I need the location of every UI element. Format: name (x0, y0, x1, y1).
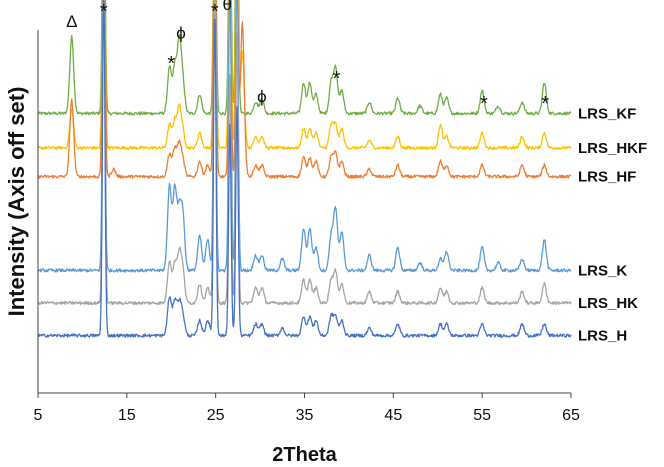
series-label: LRS_K (578, 262, 627, 279)
series-line-lrs-kf (37, 0, 572, 116)
peak-annotation: * (167, 53, 175, 75)
series-line-lrs-hkf (37, 0, 572, 151)
series-label: LRS_HK (578, 295, 638, 312)
x-tick-label: 15 (118, 407, 136, 424)
x-tick-label: 5 (34, 407, 43, 424)
peak-annotation: * (541, 93, 549, 115)
x-axis-ticks: 5 15 25 35 45 55 65 (34, 393, 580, 424)
series-label: LRS_HKF (578, 140, 647, 157)
series-label: LRS_KF (578, 105, 636, 122)
y-axis-title: Intensity (Axis off set) (4, 87, 29, 317)
x-tick-label: 25 (207, 407, 225, 424)
peak-annotation: * (211, 1, 219, 23)
x-tick-label: 35 (296, 407, 314, 424)
x-tick-label: 65 (562, 407, 580, 424)
peak-annotation: * (333, 68, 341, 90)
peak-annotation: * (100, 1, 108, 23)
peak-annotation: θ (222, 0, 231, 14)
peak-annotations: Δ**ϕ*θϕϕ*** (66, 0, 549, 115)
series-label: LRS_H (578, 328, 627, 345)
plot-area (37, 0, 572, 338)
x-tick-label: 55 (473, 407, 491, 424)
peak-annotation: Δ (66, 12, 77, 31)
series-line-lrs-h (37, 0, 572, 338)
series-labels: LRS_KF LRS_HKF LRS_HF LRS_K LRS_HK LRS_H (578, 105, 647, 344)
peak-annotation: ϕ (257, 87, 267, 106)
series-line-lrs-k (37, 0, 572, 273)
peak-annotation: ϕ (234, 0, 244, 1)
series-line-lrs-hk (37, 0, 572, 306)
series-line-lrs-hf (37, 0, 572, 179)
x-axis-title: 2Theta (272, 444, 337, 466)
x-tick-label: 45 (384, 407, 402, 424)
peak-annotation: ϕ (176, 24, 186, 43)
series-label: LRS_HF (578, 169, 636, 186)
peak-annotation: * (480, 93, 488, 115)
